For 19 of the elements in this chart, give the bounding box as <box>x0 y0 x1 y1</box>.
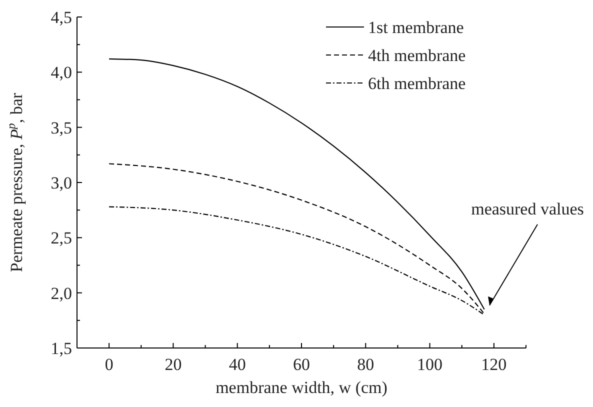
y-tick-label: 2,5 <box>50 228 72 248</box>
x-tick-label: 0 <box>104 355 114 374</box>
y-tick-label: 4,0 <box>50 63 72 82</box>
y-tick-label: 2,0 <box>50 284 72 303</box>
x-tick-label: 40 <box>228 355 246 374</box>
x-tick-label: 60 <box>293 355 310 374</box>
x-tick-label: 100 <box>417 355 443 374</box>
x-tick-label: 120 <box>481 355 507 374</box>
annotation: measured values <box>471 199 584 218</box>
y-tick-label: 3,0 <box>50 173 72 192</box>
y-tick-label: 4,5 <box>50 8 72 27</box>
x-tick-label: 20 <box>164 355 182 374</box>
x-tick-label: 80 <box>357 355 374 374</box>
legend-label: 6th membrane <box>368 74 466 93</box>
y-tick-label: 1,5 <box>50 338 72 358</box>
legend-label: 1st membrane <box>368 18 464 37</box>
legend-label: 4th membrane <box>368 46 466 65</box>
y-tick-label: 3,5 <box>50 118 72 138</box>
x-axis-title: membrane width, w (cm) <box>216 378 388 397</box>
